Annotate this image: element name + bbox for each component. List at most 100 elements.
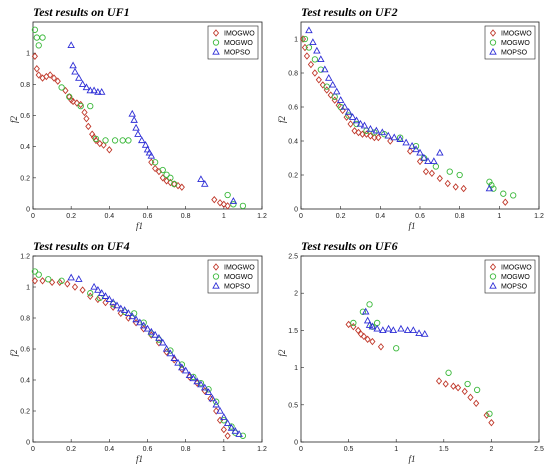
data-point-mopso: [223, 419, 232, 427]
legend-marker-mogwo: [489, 273, 497, 280]
data-point-mopso: [86, 86, 95, 94]
data-point-mopso: [229, 197, 238, 204]
legend-label-mopso: MOPSO: [501, 50, 528, 57]
y-tick-label: 0: [26, 207, 30, 214]
data-point-imogwo: [461, 387, 468, 396]
data-point-imogwo: [343, 113, 350, 121]
data-point-mopso: [378, 128, 387, 136]
data-point-mopso: [75, 73, 83, 81]
data-point-mogwo: [92, 135, 100, 143]
legend-box: [207, 25, 259, 60]
data-point-mopso: [155, 334, 163, 341]
data-point-mopso: [235, 430, 243, 437]
data-point-imogwo: [106, 146, 113, 154]
data-point-mopso: [90, 86, 98, 94]
y-tick-label: 2.5: [288, 254, 298, 261]
data-point-imogwo: [435, 377, 443, 385]
data-point-imogwo: [64, 280, 71, 288]
legend-label-imogwo: IMOGWO: [224, 31, 255, 38]
data-point-mopso: [204, 388, 213, 396]
data-point-mogwo: [301, 35, 309, 43]
data-point-mopso: [200, 383, 209, 391]
data-point-imogwo: [307, 60, 315, 69]
y-tick-label: 0.6: [20, 347, 30, 354]
data-point-mogwo: [500, 190, 507, 197]
data-point-mogwo: [197, 379, 205, 387]
data-point-mopso: [147, 151, 156, 159]
data-point-mopso: [372, 126, 381, 134]
data-point-mogwo: [163, 171, 170, 178]
legend-marker-mopso: [212, 281, 220, 289]
data-point-imogwo: [359, 130, 366, 138]
data-point-mopso: [363, 316, 372, 324]
data-point-imogwo: [178, 183, 185, 191]
data-point-mopso: [166, 349, 175, 357]
data-point-mopso: [366, 124, 375, 132]
data-point-imogwo: [319, 81, 326, 89]
data-point-imogwo: [377, 343, 385, 351]
data-point-mogwo: [45, 276, 52, 283]
data-point-mopso: [193, 377, 201, 385]
data-point-imogwo: [483, 411, 490, 419]
data-point-imogwo: [35, 71, 42, 79]
data-point-mopso: [78, 80, 87, 87]
data-point-imogwo: [220, 425, 227, 434]
data-point-imogwo: [299, 35, 307, 43]
data-point-imogwo: [355, 326, 362, 335]
x-tick-label: 0: [31, 213, 35, 220]
series-imogwo: [345, 320, 495, 427]
data-point-mopso: [69, 61, 77, 69]
legend-box: [484, 259, 536, 294]
y-tick-label: 1.2: [20, 254, 30, 261]
data-point-mogwo: [305, 44, 313, 51]
data-point-mopso: [356, 119, 365, 127]
y-tick-label: 0.4: [20, 378, 30, 385]
data-point-mopso: [139, 321, 148, 329]
data-point-mogwo: [323, 83, 330, 90]
data-point-imogwo: [81, 108, 88, 117]
y-tick-label: 1: [294, 37, 298, 44]
data-point-mogwo: [35, 271, 42, 278]
x-tick-label: 0.2: [66, 213, 76, 220]
legend-box: [207, 259, 259, 294]
data-point-imogwo: [303, 52, 311, 60]
x-tick-label: 1.2: [257, 213, 267, 220]
x-tick-label: 0.8: [181, 213, 191, 220]
data-point-mopso: [227, 423, 236, 431]
data-point-mopso: [124, 309, 133, 316]
data-point-mopso: [141, 140, 150, 148]
y-tick-label: 0.4: [20, 144, 30, 151]
y-tick-label: 0.8: [288, 71, 298, 78]
data-point-imogwo: [216, 199, 224, 207]
y-tick-label: 0.6: [20, 113, 30, 120]
data-point-imogwo: [224, 432, 231, 440]
data-point-mogwo: [35, 42, 42, 49]
data-point-imogwo: [327, 91, 334, 99]
data-point-mopso: [101, 292, 110, 299]
legend-label-mopso: MOPSO: [224, 284, 251, 291]
data-point-mogwo: [159, 166, 166, 174]
y-tick-label: 0: [26, 440, 30, 447]
data-point-mopso: [348, 113, 357, 120]
data-point-imogwo: [220, 200, 227, 209]
data-point-mogwo: [87, 103, 94, 110]
data-point-imogwo: [73, 99, 80, 107]
x-axis-label: f1: [408, 454, 415, 464]
series-mopso: [67, 41, 238, 204]
legend-marker-mopso: [489, 281, 497, 289]
data-point-mogwo: [58, 84, 65, 91]
data-point-mogwo: [178, 361, 186, 368]
data-point-mogwo: [446, 168, 453, 175]
data-point-imogwo: [460, 184, 467, 193]
legend-label-mogwo: MOGWO: [224, 40, 253, 47]
data-point-imogwo: [311, 69, 318, 77]
data-point-mopso: [340, 102, 349, 110]
x-tick-label: 0.2: [336, 213, 346, 220]
x-tick-label: 1: [394, 446, 398, 453]
legend-label-mopso: MOPSO: [224, 50, 251, 57]
data-point-imogwo: [467, 393, 474, 402]
legend-label-imogwo: IMOGWO: [501, 265, 532, 272]
data-point-mopso: [117, 304, 125, 312]
data-point-mopso: [325, 73, 333, 81]
data-point-imogwo: [347, 120, 354, 128]
